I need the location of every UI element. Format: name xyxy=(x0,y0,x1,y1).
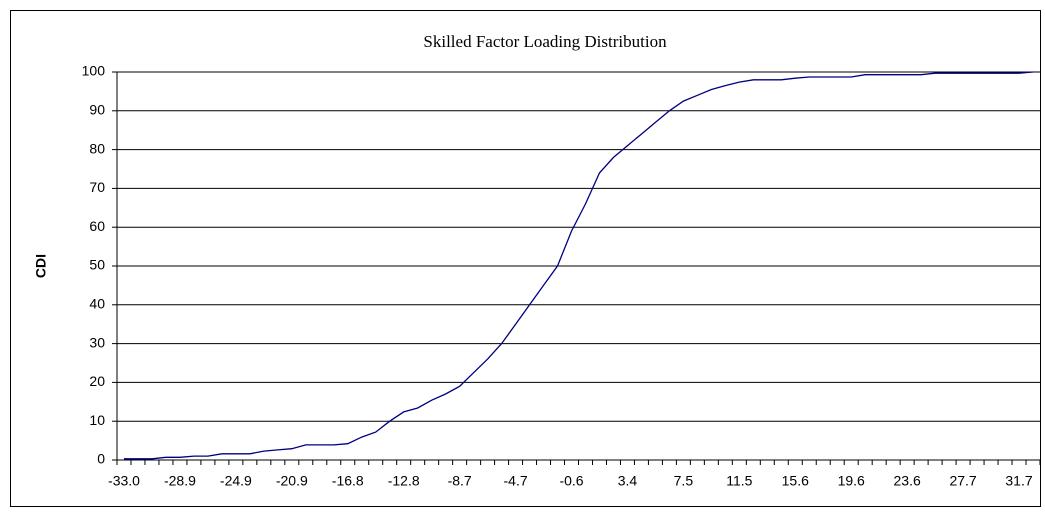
x-tick-label: -12.8 xyxy=(388,473,420,489)
x-tick-label: -33.0 xyxy=(108,473,140,489)
x-tick-label: 3.4 xyxy=(618,473,638,489)
y-tick-label: 20 xyxy=(89,373,105,389)
x-tick-label: -0.6 xyxy=(559,473,583,489)
data-line xyxy=(124,71,1034,460)
x-tick-label: 19.6 xyxy=(838,473,865,489)
y-tick-label: 40 xyxy=(89,296,105,312)
x-tick-label: 31.7 xyxy=(1005,473,1032,489)
x-tick-label: 11.5 xyxy=(726,473,752,489)
y-tick-label: 100 xyxy=(82,63,106,79)
y-tick-label: 30 xyxy=(89,334,105,350)
x-tick-label: -8.7 xyxy=(448,473,472,489)
y-tick-label: 90 xyxy=(89,102,105,118)
x-tick-label: -20.9 xyxy=(276,473,308,489)
x-tick-label: -24.9 xyxy=(220,473,252,489)
x-tick-label: -28.9 xyxy=(164,473,196,489)
y-tick-label: 60 xyxy=(89,218,105,234)
x-tick-label: -4.7 xyxy=(504,473,528,489)
x-tick-label: 15.6 xyxy=(782,473,809,489)
y-tick-label: 50 xyxy=(89,257,105,273)
x-tick-label: 7.5 xyxy=(674,473,694,489)
x-tick-label: 27.7 xyxy=(949,473,976,489)
x-tick-label: 23.6 xyxy=(894,473,921,489)
y-axis-label: CDI xyxy=(33,254,49,278)
chart-title: Skilled Factor Loading Distribution xyxy=(423,32,667,51)
y-tick-label: 80 xyxy=(89,140,105,156)
chart-border xyxy=(10,10,1041,507)
y-tick-label: 0 xyxy=(97,451,105,467)
y-tick-label: 70 xyxy=(89,179,105,195)
y-tick-label: 10 xyxy=(89,412,105,428)
x-tick-label: -16.8 xyxy=(332,473,364,489)
